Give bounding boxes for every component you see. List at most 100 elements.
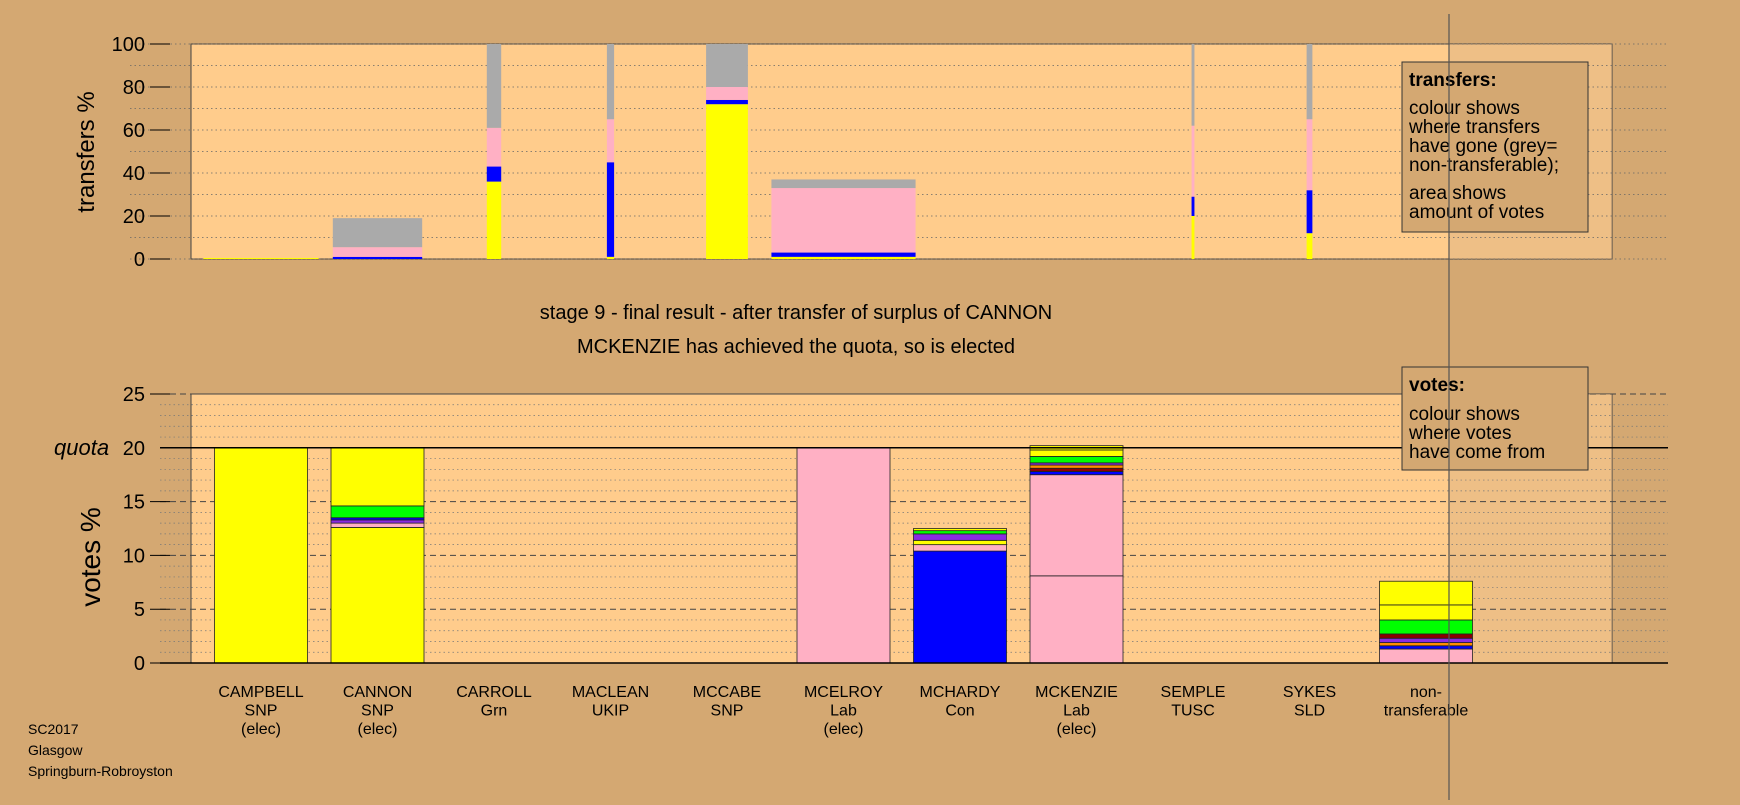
candidate-label: CARROLL — [456, 684, 532, 701]
transfer-segment-cannon — [332, 256, 423, 259]
transfer-segment-semple — [1191, 44, 1195, 126]
candidate-label: Grn — [481, 703, 508, 720]
candidate-label: MCKENZIE — [1035, 684, 1118, 701]
transfers-tick-label: 100 — [112, 34, 145, 56]
candidate-label: SNP — [361, 703, 394, 720]
votes-axis-label: votes % — [75, 507, 106, 607]
candidate-label: MCCABE — [693, 684, 761, 701]
vote-segment-cannon — [330, 522, 425, 528]
transfers-legend-line: non-transferable); — [1409, 155, 1559, 176]
vote-segment-non — [1379, 645, 1473, 650]
transfer-segment-cannon — [332, 218, 423, 248]
transfer-segment-mcelroy — [771, 188, 916, 253]
candidate-label: (elec) — [241, 721, 281, 738]
candidate-label: MCHARDY — [920, 684, 1001, 701]
transfers-legend-box — [1401, 61, 1589, 233]
transfers-axis-label: transfers % — [73, 91, 100, 212]
candidate-label: non- — [1410, 684, 1442, 701]
votes-tick-label: 10 — [123, 545, 145, 567]
candidate-label: SLD — [1294, 703, 1325, 720]
vote-segment-cannon — [330, 447, 425, 507]
transfers-tick-label: 40 — [123, 163, 145, 185]
candidate-label: SEMPLE — [1161, 684, 1226, 701]
transfers-legend-line: amount of votes — [1409, 202, 1544, 223]
transfers-tick-label: 80 — [123, 77, 145, 99]
transfer-segment-semple — [1191, 125, 1195, 197]
votes-plot-area — [190, 393, 1613, 664]
transfer-segment-maclean — [606, 162, 615, 257]
candidate-label: MCELROY — [804, 684, 883, 701]
vote-segment-cannon — [330, 505, 425, 519]
transfer-segment-sykes — [1306, 233, 1313, 259]
vote-segment-mcelroy — [796, 447, 891, 664]
transfer-segment-sykes — [1306, 190, 1313, 234]
candidate-label: SNP — [245, 703, 278, 720]
vote-segment-cannon — [330, 519, 425, 524]
candidate-label: CAMPBELL — [218, 684, 303, 701]
candidate-label: TUSC — [1171, 703, 1215, 720]
vote-segment-non — [1379, 604, 1473, 621]
transfers-legend-title: transfers: — [1409, 70, 1497, 91]
vote-segment-mckenzie — [1029, 575, 1124, 664]
votes-tick-label: 15 — [123, 492, 145, 514]
votes-legend-line: where votes — [1408, 423, 1511, 444]
candidate-label: SYKES — [1283, 684, 1336, 701]
vote-segment-campbell — [214, 447, 308, 664]
transfer-segment-mcelroy — [771, 256, 916, 259]
vote-segment-non — [1379, 642, 1473, 647]
transfer-segment-maclean — [606, 119, 615, 163]
transfer-segment-sykes — [1306, 44, 1313, 120]
transfer-segment-carroll — [486, 181, 502, 259]
candidate-label: transferable — [1384, 703, 1469, 720]
candidate-label: Lab — [830, 703, 857, 720]
transfers-tick-label: 60 — [123, 120, 145, 142]
transfers-tick-label: 0 — [134, 249, 145, 271]
candidate-label: Con — [945, 703, 974, 720]
transfer-segment-maclean — [606, 44, 615, 120]
votes-tick-label: 20 — [123, 438, 145, 460]
stage-title: stage 9 - final result - after transfer … — [540, 302, 1052, 324]
candidate-label: SNP — [711, 703, 744, 720]
votes-tick-label: 5 — [134, 599, 145, 621]
vote-segment-mckenzie — [1029, 471, 1124, 476]
transfer-segment-carroll — [486, 127, 502, 167]
vote-segment-mchardy — [913, 533, 1007, 541]
transfer-segment-semple — [1191, 216, 1195, 259]
transfer-segment-mccabe — [706, 87, 748, 100]
transfer-segment-maclean — [606, 256, 615, 259]
transfers-legend-line: where transfers — [1408, 117, 1540, 138]
vote-segment-non — [1379, 637, 1473, 643]
vote-segment-non — [1379, 633, 1473, 639]
candidate-label: (elec) — [1056, 721, 1096, 738]
votes-legend-line: have come from — [1409, 442, 1545, 463]
stage-subtitle: MCKENZIE has achieved the quota, so is e… — [577, 336, 1015, 358]
transfer-segment-mccabe — [706, 44, 748, 87]
votes-legend-line: colour shows — [1409, 404, 1520, 425]
transfer-segment-sykes — [1306, 119, 1313, 191]
vote-segment-mckenzie — [1029, 467, 1124, 472]
transfers-legend-line: have gone (grey= — [1409, 136, 1557, 157]
transfer-segment-mccabe — [706, 104, 748, 259]
candidate-label: Lab — [1063, 703, 1090, 720]
transfer-segment-cannon — [332, 247, 423, 257]
transfers-legend-line: colour shows — [1409, 98, 1520, 119]
vote-segment-mchardy — [913, 530, 1007, 535]
candidate-label: (elec) — [357, 721, 397, 738]
transfers-tick-label: 20 — [123, 206, 145, 228]
vote-segment-non — [1379, 580, 1473, 606]
transfer-segment-campbell — [203, 257, 319, 259]
vote-segment-non — [1379, 648, 1473, 664]
vote-segment-mckenzie — [1029, 449, 1124, 457]
transfer-segment-mcelroy — [771, 179, 916, 189]
footer-election: SC2017 — [28, 721, 79, 737]
quota-label: quota — [54, 435, 109, 460]
candidate-label: MACLEAN — [572, 684, 649, 701]
votes-tick-label: 0 — [134, 653, 145, 675]
vote-segment-mchardy — [913, 550, 1007, 664]
candidate-label: CANNON — [343, 684, 412, 701]
transfers-legend: transfers: colour shows where transfers … — [1401, 61, 1589, 233]
footer-ward: Springburn-Robroyston — [28, 763, 173, 779]
transfer-segment-carroll — [486, 166, 502, 182]
